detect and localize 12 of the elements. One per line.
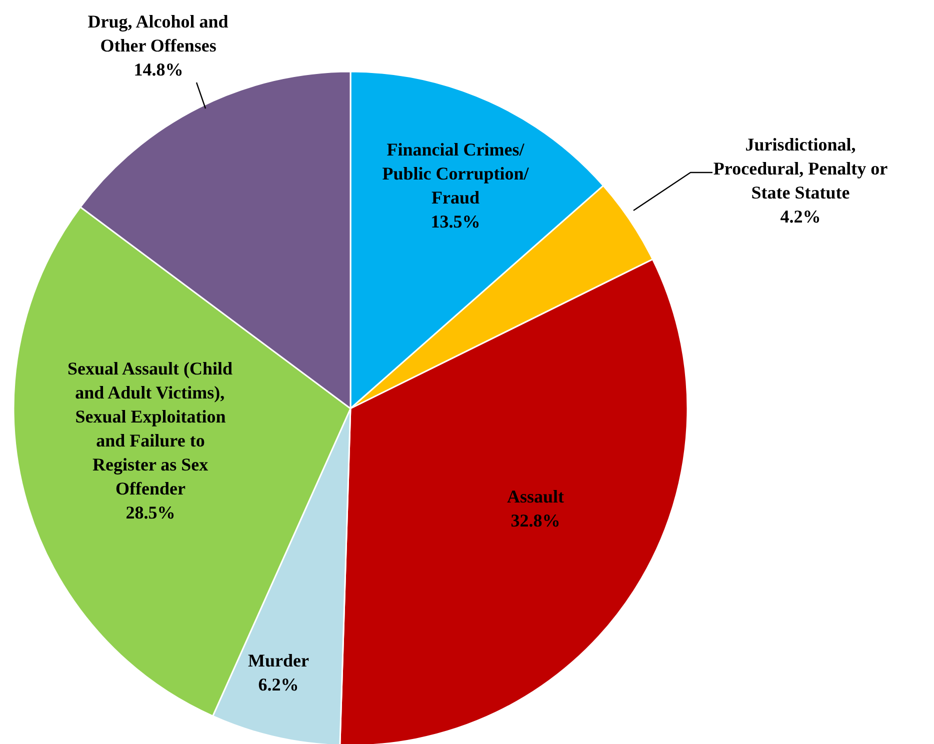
slice-label: Financial Crimes/ Public Corruption/ Fraud (382, 140, 530, 208)
slice-label: Drug, Alcohol and Other Offenses (88, 12, 228, 56)
slice-label: Jurisdictional, Procedural, Penalty or State Statute (713, 134, 888, 202)
data-label: 14.8% (134, 60, 184, 80)
slice-label: Murder (248, 650, 309, 670)
slice-label: Assault (506, 486, 564, 506)
slice-label: Sexual Assault (Child and Adult Victims), Sexual Exploitation and Failure to Register as Sex Offender (67, 358, 233, 498)
data-label: 6.2% (258, 674, 299, 694)
data-label: 4.2% (780, 206, 821, 226)
data-label: 13.5% (430, 212, 480, 232)
data-label: 28.5% (126, 502, 176, 522)
data-label: 32.8% (510, 510, 560, 530)
